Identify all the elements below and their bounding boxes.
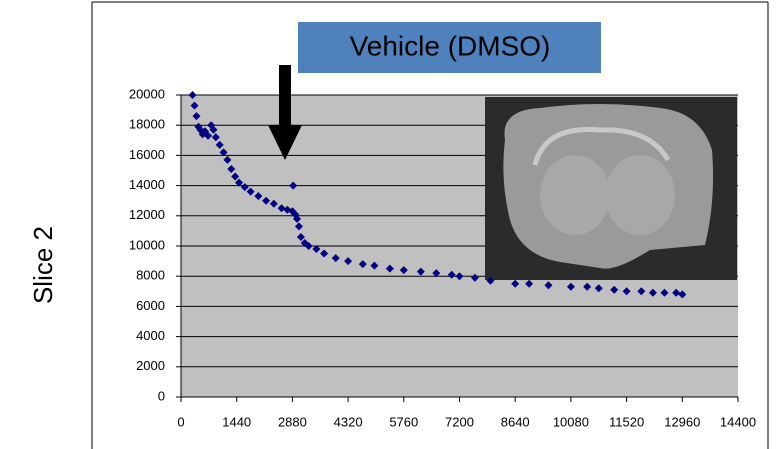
y-tick-label: 10000 <box>129 237 165 252</box>
point <box>254 192 263 201</box>
point <box>331 254 340 263</box>
y-tick-label: 4000 <box>136 328 165 343</box>
inset-image <box>485 97 737 280</box>
point <box>678 290 687 299</box>
point <box>358 260 367 269</box>
point <box>304 242 313 250</box>
x-tick-label: 4320 <box>334 414 363 429</box>
y-tick-label: 12000 <box>129 207 165 222</box>
point <box>399 266 408 275</box>
point <box>223 155 232 164</box>
point <box>511 279 520 288</box>
point <box>385 264 394 273</box>
y-tick-label: 20000 <box>129 86 165 101</box>
x-tick-label: 0 <box>177 414 184 429</box>
point <box>672 288 681 297</box>
point <box>277 204 286 213</box>
x-tick-label: 11520 <box>609 414 644 429</box>
point <box>622 287 631 296</box>
y-tick-label: 18000 <box>129 117 165 132</box>
y-tick-label: 8000 <box>136 268 165 283</box>
x-tick-label: 12960 <box>664 414 700 429</box>
point <box>566 282 575 291</box>
point <box>470 273 479 282</box>
point <box>231 172 240 181</box>
point <box>637 287 646 296</box>
point <box>296 232 305 241</box>
x-tick-label: 5760 <box>389 414 418 429</box>
point <box>648 288 657 297</box>
x-tick-label: 2880 <box>278 414 307 429</box>
arrow <box>279 65 291 127</box>
point <box>209 125 218 134</box>
y-tick-label: 0 <box>158 388 165 403</box>
y-tick-label: 2000 <box>136 358 165 373</box>
point <box>192 112 201 121</box>
point <box>215 140 224 149</box>
point <box>320 249 329 258</box>
x-tick-label: 1440 <box>222 414 251 429</box>
point <box>211 133 220 142</box>
point <box>610 285 619 294</box>
point <box>416 267 425 276</box>
x-tick-label: 10080 <box>553 414 589 429</box>
annotation-box <box>298 22 601 73</box>
annotation: Vehicle (DMSO) <box>350 30 551 61</box>
arrow <box>268 125 302 160</box>
side-label: Slice 2 <box>28 226 58 304</box>
point <box>190 101 199 110</box>
point <box>235 178 244 187</box>
point <box>312 245 321 254</box>
y-tick-label: 6000 <box>136 298 165 313</box>
point <box>594 284 603 293</box>
point <box>219 148 228 157</box>
point <box>246 187 255 196</box>
point <box>204 131 213 140</box>
x-tick-label: 7200 <box>445 414 474 429</box>
point <box>269 199 278 208</box>
point <box>240 183 249 192</box>
point <box>432 269 441 278</box>
point <box>344 257 353 266</box>
x-tick-label: 14400 <box>720 414 756 429</box>
point <box>486 276 495 285</box>
point <box>294 222 303 231</box>
point <box>194 122 203 131</box>
point <box>227 164 236 173</box>
point <box>188 91 197 99</box>
point <box>293 214 302 223</box>
point <box>289 181 298 190</box>
y-tick-label: 16000 <box>129 147 165 162</box>
point <box>262 196 271 205</box>
point <box>583 282 592 291</box>
point <box>544 281 553 290</box>
x-tick-label: 8640 <box>501 414 530 429</box>
point <box>525 279 534 288</box>
point <box>455 272 464 281</box>
y-tick-label: 14000 <box>129 177 165 192</box>
point <box>660 288 669 297</box>
point <box>370 261 379 270</box>
point <box>447 270 456 279</box>
